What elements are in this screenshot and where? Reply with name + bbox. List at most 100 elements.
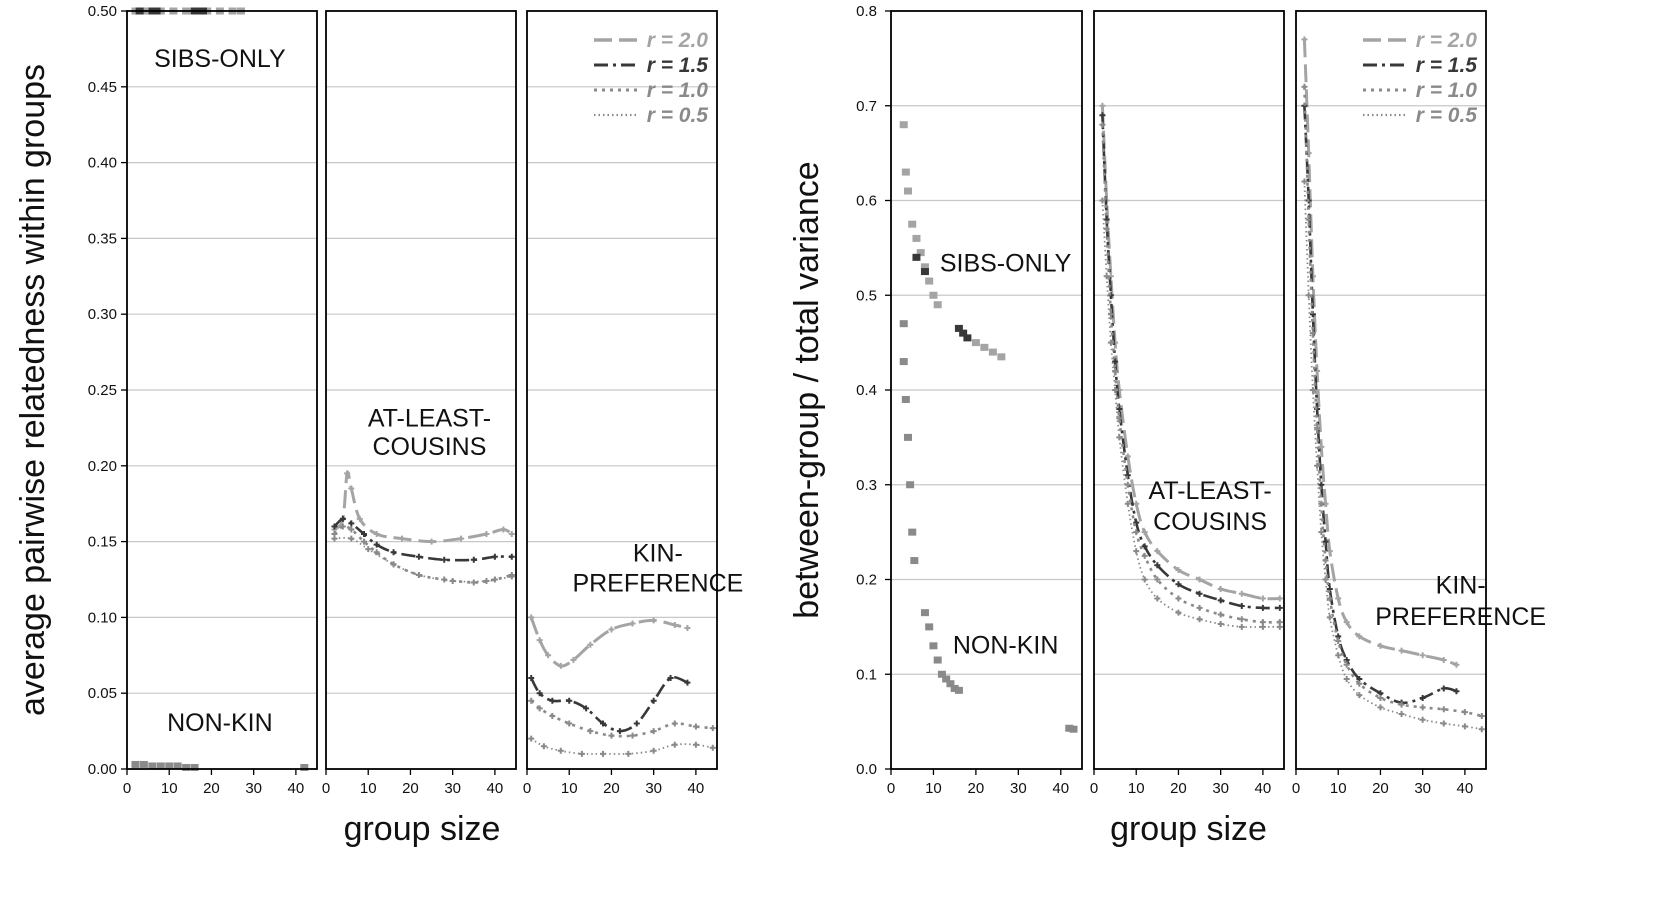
y-tick-label: 0.30: [88, 306, 117, 323]
data-point: [1238, 603, 1245, 610]
data-point: [1133, 500, 1140, 507]
series-line-r1-0: [333, 524, 513, 584]
panel-label: NON-KIN: [953, 631, 1059, 659]
y-tick-label: 0.1: [856, 666, 877, 683]
data-point: [920, 609, 929, 617]
data-point: [536, 637, 543, 644]
data-point: [1398, 701, 1405, 708]
data-point: [899, 121, 908, 129]
data-point: [1276, 595, 1283, 602]
data-point: [1141, 543, 1148, 550]
data-point: [1217, 597, 1224, 604]
panel-label: COUSINS: [372, 433, 486, 461]
y-tick-label: 0.05: [88, 685, 117, 702]
data-point: [500, 526, 507, 533]
x-tick-label: 30: [1212, 780, 1229, 797]
data-point: [528, 735, 535, 742]
data-point: [1419, 704, 1426, 711]
data-point: [1141, 552, 1148, 559]
x-tick-label: 10: [1330, 780, 1347, 797]
data-point: [390, 549, 397, 556]
data-point: [1103, 225, 1110, 232]
data-point: [1141, 529, 1148, 536]
y-axis-title: between-group / total variance: [788, 161, 826, 618]
x-tick-label: 40: [688, 780, 705, 797]
data-point: [1356, 692, 1363, 699]
series-line-r0-5: [530, 737, 713, 755]
data-point: [1259, 595, 1266, 602]
data-point: [684, 625, 691, 632]
data-point: [1343, 675, 1350, 682]
data-point: [1217, 585, 1224, 592]
data-point: [942, 675, 951, 683]
data-point: [1440, 657, 1447, 664]
x-tick-label: 30: [1414, 780, 1431, 797]
x-tick-label: 20: [968, 780, 985, 797]
data-point: [1301, 178, 1308, 185]
data-point: [365, 546, 372, 553]
panel-label: SIBS-ONLY: [154, 45, 286, 73]
data-point: [650, 747, 657, 754]
x-tick-label: 40: [487, 780, 504, 797]
panel-frame: [1093, 10, 1285, 770]
panel-1: 0 10 20 30 40 SIBS-ONLY NON-KIN: [887, 10, 1083, 797]
data-point: [608, 732, 615, 739]
x-tick-label: 30: [245, 780, 262, 797]
data-point: [1326, 595, 1333, 602]
y-tick-label: 0.5: [856, 287, 877, 304]
panel-label: PREFERENCE: [1375, 603, 1546, 631]
data-point: [963, 334, 972, 342]
data-point: [566, 697, 573, 704]
data-point: [390, 561, 397, 568]
data-point: [1326, 548, 1333, 555]
data-point: [1356, 680, 1363, 687]
data-point: [1440, 720, 1447, 727]
data-point: [933, 301, 942, 309]
series-line-r1-5: [530, 676, 688, 733]
data-point: [1309, 330, 1316, 337]
data-point: [899, 358, 908, 366]
data-point: [692, 723, 699, 730]
data-point: [671, 621, 678, 628]
data-point: [709, 725, 716, 732]
x-tick-label: 20: [603, 780, 620, 797]
data-point: [1259, 623, 1266, 630]
data-point: [1398, 711, 1405, 718]
data-point: [1322, 576, 1329, 583]
x-tick-label: 20: [402, 780, 419, 797]
data-point: [950, 684, 959, 692]
y-tick-label: 0.4: [856, 382, 877, 399]
data-point: [1326, 614, 1333, 621]
y-tick-label: 0.40: [88, 155, 117, 172]
panel-1: 0 10 20 30 40 SIBS-ONLY NON-KIN: [123, 7, 318, 797]
data-point: [1196, 604, 1203, 611]
data-point: [1141, 576, 1148, 583]
panel-frame: [526, 10, 718, 770]
data-point: [300, 763, 309, 771]
data-point: [1398, 647, 1405, 654]
data-point: [906, 481, 915, 489]
data-point: [1196, 590, 1203, 597]
data-point: [954, 324, 963, 332]
data-point: [549, 697, 556, 704]
y-tick-label: 0.50: [88, 3, 117, 20]
data-point: [1301, 36, 1308, 43]
y-tick-label: 0.8: [856, 3, 877, 20]
data-point: [441, 556, 448, 563]
data-point: [415, 553, 422, 560]
data-point: [557, 662, 564, 669]
data-point: [684, 679, 691, 686]
data-point: [925, 623, 934, 631]
x-tick-label: 40: [1457, 780, 1474, 797]
y-tick-label: 0.7: [856, 98, 877, 115]
data-point: [508, 573, 515, 580]
data-point: [528, 697, 535, 704]
data-point: [1478, 726, 1485, 733]
data-point: [1107, 339, 1114, 346]
legend-label: r = 2.0: [647, 29, 709, 52]
data-point: [131, 760, 140, 768]
data-point: [528, 675, 535, 682]
data-point: [566, 720, 573, 727]
data-point: [373, 549, 380, 556]
data-point: [1103, 273, 1110, 280]
